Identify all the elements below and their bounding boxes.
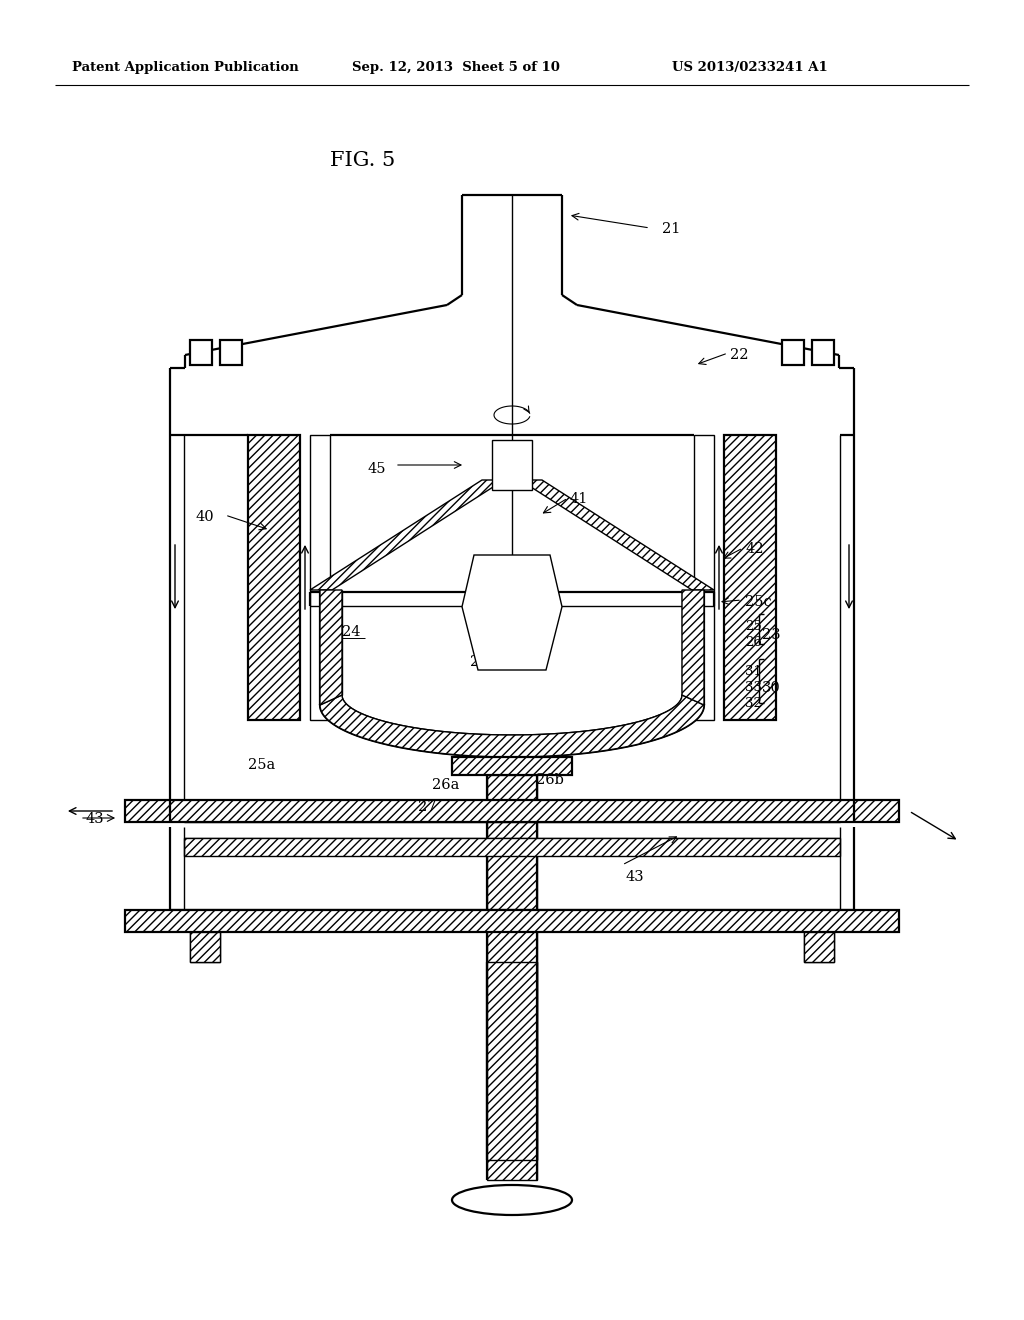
Bar xyxy=(452,756,572,775)
Text: 25a: 25a xyxy=(248,758,275,772)
Text: 40: 40 xyxy=(196,510,215,524)
Text: 32: 32 xyxy=(745,697,762,710)
Text: Sep. 12, 2013  Sheet 5 of 10: Sep. 12, 2013 Sheet 5 of 10 xyxy=(352,62,560,74)
Bar xyxy=(804,932,834,962)
Polygon shape xyxy=(520,480,714,590)
Polygon shape xyxy=(319,590,342,705)
Bar xyxy=(487,962,537,1160)
Ellipse shape xyxy=(452,1185,572,1214)
Text: 43: 43 xyxy=(86,812,104,826)
Bar xyxy=(804,932,834,962)
Polygon shape xyxy=(462,554,562,671)
Bar xyxy=(248,436,300,719)
Text: 33: 33 xyxy=(745,681,762,694)
Text: 26: 26 xyxy=(745,636,762,649)
Bar xyxy=(487,775,537,1180)
Polygon shape xyxy=(682,590,705,705)
Text: 25c: 25c xyxy=(745,595,772,609)
Text: 45: 45 xyxy=(368,462,386,477)
Bar xyxy=(220,341,242,366)
Bar xyxy=(812,341,834,366)
Bar xyxy=(190,341,212,366)
Bar xyxy=(492,440,532,490)
Text: 31: 31 xyxy=(745,665,762,678)
Text: 21: 21 xyxy=(662,222,680,236)
Bar xyxy=(125,800,899,822)
Text: 26b: 26b xyxy=(536,774,564,787)
Text: 27: 27 xyxy=(418,800,436,814)
Text: 26a: 26a xyxy=(432,777,460,792)
Text: 25: 25 xyxy=(745,620,762,634)
Polygon shape xyxy=(319,696,705,756)
Bar xyxy=(724,436,776,719)
Bar xyxy=(190,932,220,962)
Bar xyxy=(782,341,804,366)
Text: FIG. 5: FIG. 5 xyxy=(330,150,395,169)
Bar xyxy=(125,909,899,932)
Polygon shape xyxy=(310,480,504,590)
Bar xyxy=(694,436,714,719)
Text: US 2013/0233241 A1: US 2013/0233241 A1 xyxy=(672,62,827,74)
Bar xyxy=(184,838,840,855)
Text: 30: 30 xyxy=(762,681,780,696)
Text: 23: 23 xyxy=(762,628,780,642)
Bar xyxy=(310,436,330,719)
Text: 42: 42 xyxy=(745,543,764,556)
Text: 41: 41 xyxy=(570,492,589,506)
Text: 24: 24 xyxy=(342,624,360,639)
Text: Patent Application Publication: Patent Application Publication xyxy=(72,62,299,74)
Text: 43: 43 xyxy=(625,870,644,884)
Text: 22: 22 xyxy=(730,348,749,362)
Bar xyxy=(190,932,220,962)
Text: 25b: 25b xyxy=(470,655,498,669)
